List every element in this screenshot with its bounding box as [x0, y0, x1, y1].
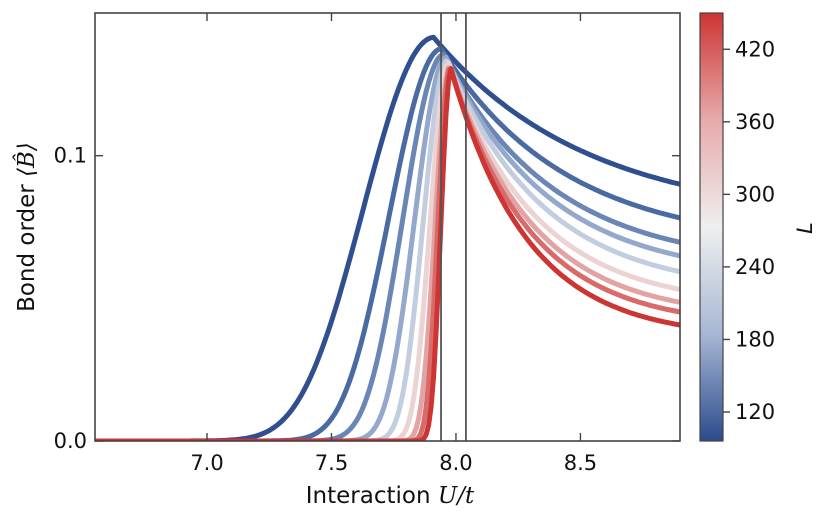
y-axis-label-math: ⟨B̂⟩ [14, 142, 40, 177]
plot-frame [94, 12, 681, 442]
colorbar-tick-label: 120 [735, 400, 775, 424]
colorbar-tick-label: 180 [735, 327, 775, 351]
x-axis-label-text: Interaction [306, 483, 431, 509]
vertical-markers [440, 13, 467, 441]
x-tick-label: 8.0 [439, 451, 472, 475]
colorbar-tick-label: 240 [735, 255, 775, 279]
x-axis-label: Interaction U/t [306, 483, 475, 509]
x-axis-label-math: U/t [438, 483, 475, 509]
y-tick-label: 0.0 [54, 429, 87, 453]
series-line-L210 [95, 54, 680, 441]
series-layer [95, 34, 680, 441]
series-line-L450 [95, 66, 680, 441]
colorbar-tick-label: 300 [735, 182, 775, 206]
x-tick-label: 8.5 [564, 451, 597, 475]
y-axis-label-text: Bond order [14, 184, 40, 312]
x-tick-label: 7.0 [190, 451, 223, 475]
colorbar-ticks: 120 180 240 300 360 420 [723, 37, 775, 424]
colorbar [699, 12, 724, 442]
series-line-L150 [95, 46, 680, 441]
colorbar-label: L [793, 222, 817, 234]
colorbar-tick-label: 420 [735, 37, 775, 61]
series-line-L400 [95, 67, 680, 441]
y-ticks: 0.0 0.1 [54, 144, 680, 453]
x-ticks: 7.0 7.5 8.0 8.5 [190, 13, 597, 475]
series-line-L240 [95, 58, 680, 441]
series-line-L180 [95, 51, 680, 441]
x-tick-label: 7.5 [315, 451, 348, 475]
colorbar-tick-label: 360 [735, 110, 775, 134]
y-tick-label: 0.1 [54, 144, 87, 168]
series-line-L360 [95, 65, 680, 441]
y-axis-label: Bond order ⟨B̂⟩ [14, 142, 40, 312]
